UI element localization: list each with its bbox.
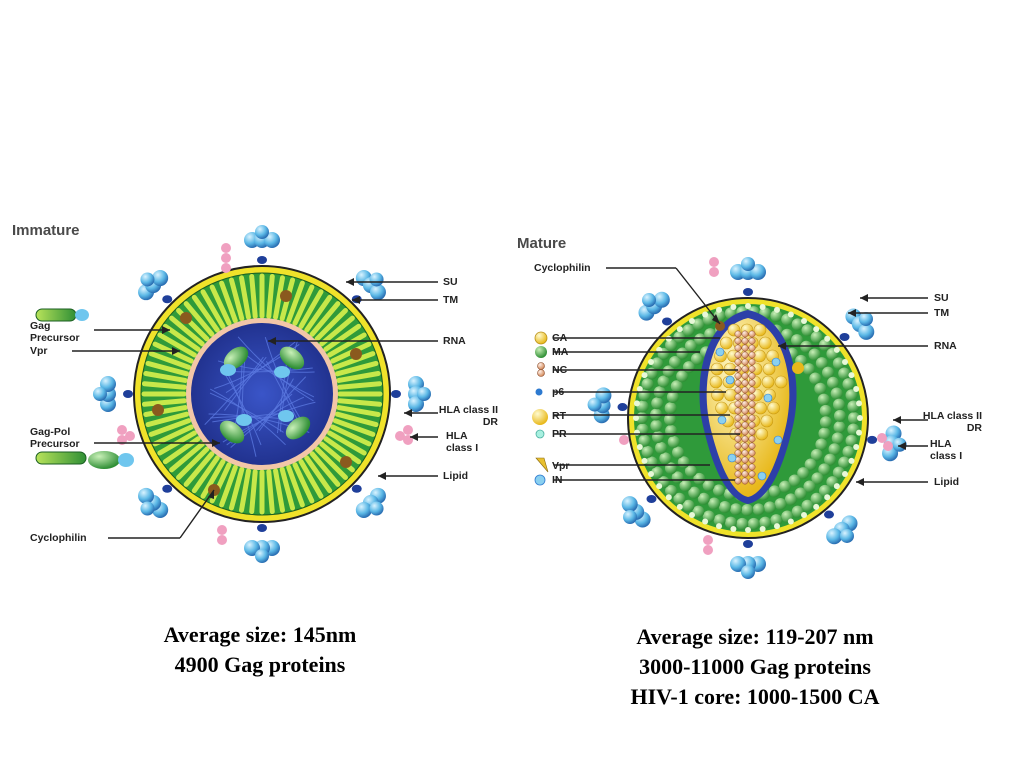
gag-precursor-icon (35, 308, 89, 322)
gag-pol-complex-2 (274, 346, 305, 378)
ma-legend-icon (535, 346, 547, 358)
vpr-legend-icon (535, 457, 549, 473)
mature-lipid-label: Lipid (934, 476, 960, 488)
pr-legend-icon (535, 429, 545, 439)
mature-legend-icons (532, 331, 549, 486)
gag-pol-complex-4 (278, 410, 311, 440)
mature-cyclophilin-label: Cyclophilin (534, 262, 591, 274)
immature-hla-bottom (217, 525, 227, 545)
ma-legend-label: MA (552, 346, 569, 358)
immature-hla-right (395, 425, 413, 445)
mature-leader-lines (554, 267, 928, 483)
immature-hla-top (221, 243, 231, 273)
ca-legend-label: CA (552, 332, 568, 344)
immature-leader-lines (72, 281, 438, 539)
ca-legend-icon (534, 331, 548, 345)
nc-legend-icon (537, 362, 545, 377)
mature-hla-pink (619, 257, 893, 555)
mature-rna-label: RNA (934, 340, 957, 352)
immature-arrowheads (162, 278, 418, 499)
immature-hla-left (117, 425, 135, 445)
mature-caption-core: HIV-1 core: 1000-1500 CA (630, 684, 880, 709)
mature-hla-class2-label: HLA class II DR (922, 410, 982, 434)
mature-tm-label: TM (934, 307, 950, 319)
mature-hla-class1-label: HLA class I (930, 438, 963, 462)
p6-legend-icon (535, 388, 543, 396)
mature-nc-rna (715, 321, 804, 485)
mature-su-label: SU (934, 292, 949, 304)
mature-arrowheads (712, 294, 906, 486)
in-legend-icon (534, 474, 546, 486)
vpr-legend-label: Vpr (552, 460, 570, 472)
in-legend-label: IN (552, 474, 563, 486)
nc-legend-label: NC (552, 364, 568, 376)
immature-title: Immature (12, 222, 80, 239)
immature-caption-size: Average size: 145nm (163, 622, 357, 647)
immature-tm-label: TM (443, 294, 459, 306)
gag-pol-complex-1 (220, 346, 249, 376)
immature-vpr-dots (152, 290, 362, 496)
immature-caption-gag: 4900 Gag proteins (174, 652, 346, 677)
mature-title: Mature (517, 235, 567, 252)
immature-cyclophilin-label: Cyclophilin (30, 532, 87, 544)
immature-su-label: SU (443, 276, 458, 288)
immature-hla-class1-label: HLA class I (446, 430, 479, 454)
mature-caption: Average size: 119-207 nm 3000-11000 Gag … (590, 622, 920, 712)
mature-caption-gag: 3000-11000 Gag proteins (639, 654, 871, 679)
immature-lipid-label: Lipid (443, 470, 469, 482)
p6-legend-label: p6 (552, 386, 565, 398)
immature-virion (35, 225, 438, 563)
mature-caption-size: Average size: 119-207 nm (636, 624, 874, 649)
rt-legend-icon (532, 409, 548, 425)
gag-pol-precursor-label: Gag-Pol Precursor (30, 426, 80, 450)
gag-pol-precursor-icon (35, 451, 134, 469)
immature-caption: Average size: 145nm 4900 Gag proteins (110, 620, 410, 680)
pr-legend-label: PR (552, 428, 567, 440)
immature-rna-label: RNA (443, 335, 466, 347)
immature-env-spikes (93, 225, 431, 563)
gag-pol-complex-3 (219, 414, 252, 444)
immature-vpr-label: Vpr (30, 345, 48, 357)
immature-hla-class2-label: HLA class II DR (438, 404, 498, 428)
rt-legend-label: RT (552, 410, 566, 422)
immature-gag-rods (141, 273, 383, 515)
gag-precursor-label: Gag Precursor (30, 320, 80, 344)
mature-virion (532, 257, 928, 579)
